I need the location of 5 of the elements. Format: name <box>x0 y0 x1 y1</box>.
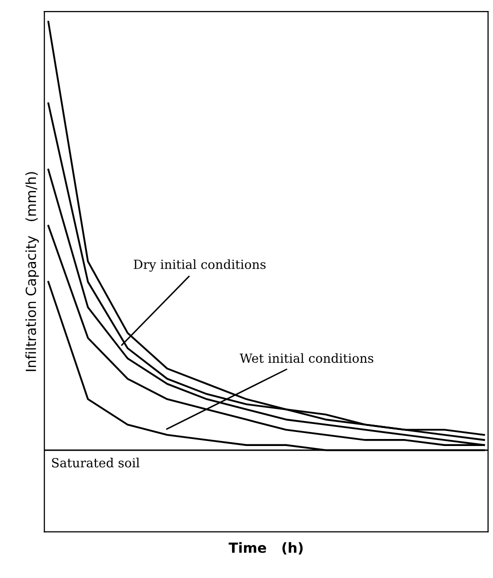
y-axis-title: Infiltration Capacity (mm/h) <box>25 172 39 372</box>
annotation: Wet initial conditions <box>240 353 374 363</box>
x-axis-title: Time (h) <box>228 542 303 555</box>
annotation: Dry initial conditions <box>134 259 266 272</box>
ref-line-label: Saturated soil <box>52 458 140 468</box>
